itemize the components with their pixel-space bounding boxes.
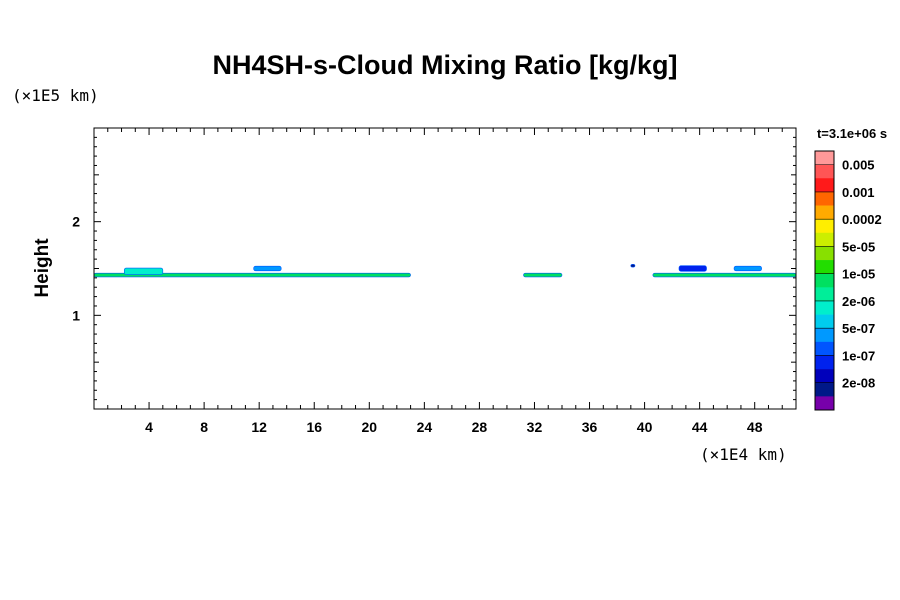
colorbar-swatch xyxy=(815,341,834,356)
x-tick-label: 24 xyxy=(417,419,433,435)
colorbar-swatch xyxy=(815,314,834,329)
colorbar-swatch xyxy=(815,232,834,247)
cloud-band xyxy=(523,272,563,278)
x-tick-label: 20 xyxy=(362,419,378,435)
cloud-band xyxy=(678,265,707,272)
cloud-band xyxy=(733,265,762,272)
cloud-band xyxy=(652,272,797,278)
cloud-band xyxy=(630,263,636,268)
x-tick-label: 32 xyxy=(527,419,543,435)
colorbar-swatch xyxy=(815,273,834,288)
colorbar-label: 0.005 xyxy=(842,158,875,173)
colorbar-swatch xyxy=(815,260,834,274)
colorbar-swatch xyxy=(815,355,834,370)
colorbar-swatch xyxy=(815,382,834,397)
x-tick-label: 12 xyxy=(251,419,267,435)
colorbar-swatch xyxy=(815,369,834,384)
cloud-band xyxy=(253,265,282,272)
y-tick-label: 1 xyxy=(72,307,80,323)
chart-title: NH4SH-s-Cloud Mixing Ratio [kg/kg] xyxy=(213,50,678,80)
colorbar-label: 2e-08 xyxy=(842,376,875,391)
y-axis-label: Height xyxy=(32,238,53,298)
colorbar-swatch xyxy=(815,205,834,220)
colorbar-label: 1e-05 xyxy=(842,267,875,282)
colorbar-frame xyxy=(814,150,835,411)
colorbar-swatch xyxy=(815,287,834,302)
colorbar-swatch xyxy=(815,300,834,315)
cloud-band xyxy=(123,267,164,275)
colorbar-swatch xyxy=(815,396,834,411)
colorbar: 0.005 0.001 0.0002 5e-05 1e-05 2e-06 5e-07 1e-0… xyxy=(814,150,882,411)
colorbar-swatch xyxy=(815,164,834,179)
x-tick-label: 40 xyxy=(637,419,653,435)
x-tick-label: 4 xyxy=(145,419,153,435)
colorbar-swatch xyxy=(815,328,834,343)
x-tick-label: 44 xyxy=(692,419,708,435)
colorbar-swatch xyxy=(815,151,834,165)
colorbar-label: 5e-05 xyxy=(842,239,875,254)
colorbar-label: 1e-07 xyxy=(842,348,875,363)
colorbar-label: 2e-06 xyxy=(842,294,875,309)
colorbar-label: 5e-07 xyxy=(842,321,875,336)
colorbar-swatch xyxy=(815,191,834,206)
colorbar-label: 0.001 xyxy=(842,185,875,200)
x-axis-unit: (×1E4 km) xyxy=(700,445,787,464)
colorbar-swatch xyxy=(815,219,834,234)
x-tick-label: 48 xyxy=(747,419,763,435)
x-tick-label: 36 xyxy=(582,419,598,435)
colorbar-label: 0.0002 xyxy=(842,212,882,227)
time-label: t=3.1e+06 s xyxy=(817,126,887,141)
x-tick-label: 8 xyxy=(200,419,208,435)
y-axis-unit: (×1E5 km) xyxy=(12,86,99,105)
colorbar-swatch xyxy=(815,178,834,193)
y-tick-label: 2 xyxy=(72,214,80,230)
colorbar-swatch xyxy=(815,246,834,261)
x-tick-label: 28 xyxy=(472,419,488,435)
x-tick-label: 16 xyxy=(306,419,322,435)
cloud-features xyxy=(93,263,797,278)
